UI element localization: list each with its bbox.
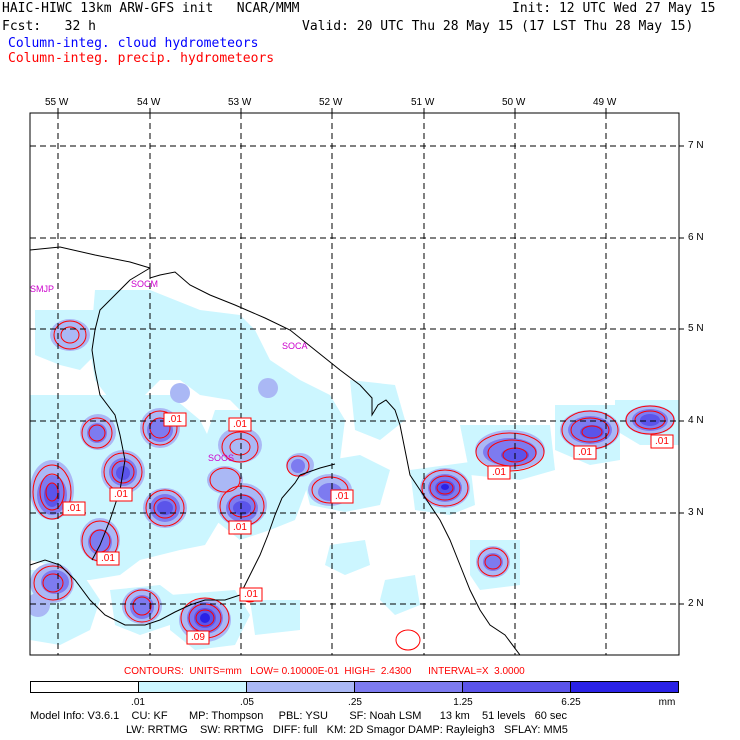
contour-label: .01 bbox=[101, 553, 115, 564]
model-info-line2: LW: RRTMG SW: RRTMG DIFF: full KM: 2D Sm… bbox=[126, 724, 568, 736]
contour-label-max: .09 bbox=[191, 632, 205, 643]
lat-label-5n: 5 N bbox=[688, 323, 704, 334]
lat-label-3n: 3 N bbox=[688, 507, 704, 518]
contour-label: .01 bbox=[655, 436, 669, 447]
cloud-shading-darkest bbox=[200, 484, 449, 623]
frame-ticks bbox=[57, 108, 684, 605]
contour-label: .01 bbox=[244, 589, 258, 600]
header-init: Init: 12 UTC Wed 27 May 15 bbox=[512, 1, 716, 16]
header-title: HAIC-HIWC 13km ARW-GFS init NCAR/MMM bbox=[2, 1, 300, 16]
contour-label: .01 bbox=[67, 503, 81, 514]
colorbar-segment bbox=[31, 682, 139, 692]
colorbar-segment bbox=[463, 682, 571, 692]
header-valid-time: Valid: 20 UTC Thu 28 May 15 (17 LST Thu … bbox=[302, 19, 694, 34]
station-label-socm: SOCM bbox=[131, 279, 158, 289]
lon-label-54w: 54 W bbox=[137, 97, 161, 108]
lon-label-53w: 53 W bbox=[228, 97, 252, 108]
colorbar-label: .05 bbox=[240, 697, 254, 708]
colorbar-units: mm bbox=[658, 697, 676, 708]
station-label-soos: SOOS bbox=[208, 453, 235, 463]
colorbar-segment bbox=[247, 682, 355, 692]
colorbar-label: 1.25 bbox=[453, 697, 473, 708]
colorbar-segment bbox=[355, 682, 463, 692]
map-frame bbox=[29, 112, 680, 656]
field-title-cloud: Column-integ. cloud hydrometeors bbox=[8, 36, 259, 51]
model-info-line1: Model Info: V3.6.1 CU: KF MP: Thompson P… bbox=[30, 710, 567, 722]
contour-info: CONTOURS: UNITS=mm LOW= 0.10000E-01 HIGH… bbox=[124, 666, 525, 677]
colorbar-segment bbox=[139, 682, 247, 692]
contour-label: .01 bbox=[114, 489, 128, 500]
contour-label: .01 bbox=[492, 467, 506, 478]
contour-label-boxes bbox=[62, 412, 674, 645]
contour-label: .01 bbox=[233, 522, 247, 533]
header-forecast-hour: Fcst: 32 h bbox=[2, 19, 96, 34]
contour-label: .01 bbox=[335, 491, 349, 502]
colorbar-label: .25 bbox=[348, 697, 362, 708]
lat-label-7n: 7 N bbox=[688, 140, 704, 151]
colorbar-label: 6.25 bbox=[561, 697, 581, 708]
contour-label: .01 bbox=[233, 419, 247, 430]
lat-label-6n: 6 N bbox=[688, 232, 704, 243]
colorbar-segment bbox=[571, 682, 678, 692]
lat-label-2n: 2 N bbox=[688, 598, 704, 609]
colorbar-label: .01 bbox=[131, 697, 145, 708]
contour-label: .01 bbox=[168, 414, 182, 425]
lon-label-55w: 55 W bbox=[45, 97, 69, 108]
lat-label-4n: 4 N bbox=[688, 415, 704, 426]
contour-label: .01 bbox=[578, 447, 592, 458]
coastline-borders bbox=[30, 246, 521, 655]
lon-label-49w: 49 W bbox=[593, 97, 617, 108]
lon-label-52w: 52 W bbox=[319, 97, 343, 108]
lon-label-50w: 50 W bbox=[502, 97, 526, 108]
colorbar bbox=[30, 681, 679, 693]
lon-label-51w: 51 W bbox=[411, 97, 435, 108]
station-label-soca: SOCA bbox=[282, 341, 308, 351]
field-title-precip: Column-integ. precip. hydrometeors bbox=[8, 51, 275, 66]
station-label-smjp: SMJP bbox=[30, 284, 55, 294]
